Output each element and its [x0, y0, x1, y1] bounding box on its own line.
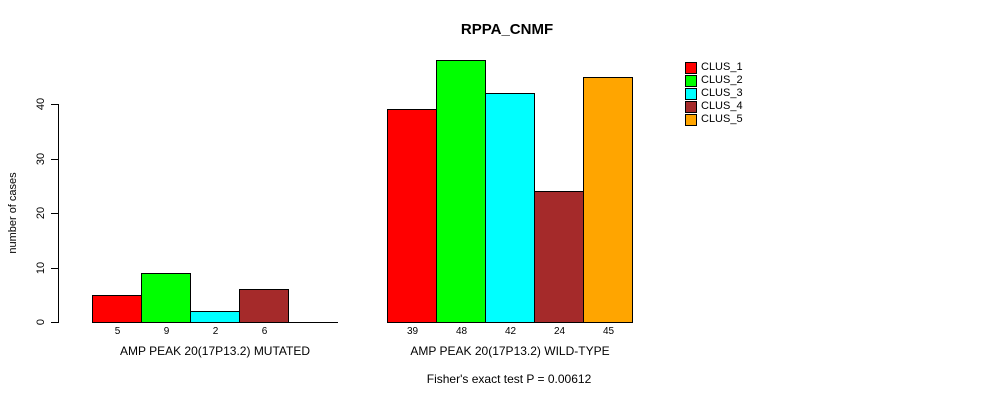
legend-item: CLUS_2 [685, 74, 743, 87]
y-tick-label: 0 [35, 318, 47, 326]
bar-clus_5-mutated-zero [288, 322, 338, 323]
chart-title: RPPA_CNMF [460, 21, 554, 38]
y-tick-label: 40 [35, 97, 47, 111]
x-group-label-mutated: AMP PEAK 20(17P13.2) MUTATED [119, 344, 311, 358]
legend: CLUS_1 CLUS_2 CLUS_3 CLUS_4 CLUS_5 [685, 61, 743, 126]
y-axis-tick [51, 268, 58, 269]
bar-clus_1-mutated [92, 295, 142, 323]
bar-clus_4-wildtype [534, 191, 584, 323]
legend-swatch-clus_5 [685, 113, 697, 126]
bar-clus_2-mutated [141, 273, 191, 323]
legend-swatch-clus_4 [685, 100, 697, 113]
legend-item: CLUS_4 [685, 100, 743, 113]
legend-item: CLUS_3 [685, 87, 743, 100]
bar-clus_2-wildtype [436, 60, 486, 323]
fisher-test-annotation: Fisher's exact test P = 0.00612 [426, 372, 592, 386]
legend-swatch-clus_2 [685, 74, 697, 87]
y-tick-label: 20 [35, 206, 47, 220]
bar-value-label: 24 [553, 326, 566, 337]
legend-label: CLUS_5 [701, 113, 743, 125]
y-axis-tick [51, 213, 58, 214]
bar-value-label: 2 [212, 326, 219, 337]
legend-label: CLUS_2 [701, 74, 743, 86]
bar-value-label: 6 [261, 326, 268, 337]
legend-swatch-clus_1 [685, 61, 697, 74]
bar-value-label: 48 [455, 326, 468, 337]
bar-clus_5-wildtype [583, 77, 633, 323]
bar-value-label: 45 [602, 326, 615, 337]
legend-swatch-clus_3 [685, 87, 697, 100]
legend-label: CLUS_1 [701, 61, 743, 73]
bar-clus_3-mutated [190, 311, 240, 323]
legend-item: CLUS_1 [685, 61, 743, 74]
legend-label: CLUS_3 [701, 87, 743, 99]
y-axis-tick [51, 159, 58, 160]
bar-clus_3-wildtype [485, 93, 535, 323]
bar-clus_4-mutated [239, 289, 289, 323]
y-axis-tick [51, 322, 58, 323]
y-tick-label: 30 [35, 152, 47, 166]
legend-item: CLUS_5 [685, 113, 743, 126]
y-tick-label: 10 [35, 261, 47, 275]
x-group-label-wildtype: AMP PEAK 20(17P13.2) WILD-TYPE [410, 344, 610, 358]
legend-label: CLUS_4 [701, 100, 743, 112]
y-axis-line [58, 104, 59, 323]
y-axis-tick [51, 104, 58, 105]
bar-value-label: 5 [114, 326, 121, 337]
bar-value-label: 9 [163, 326, 170, 337]
bar-clus_1-wildtype [387, 109, 437, 323]
bar-value-label: 42 [504, 326, 517, 337]
bar-value-label: 39 [406, 326, 419, 337]
